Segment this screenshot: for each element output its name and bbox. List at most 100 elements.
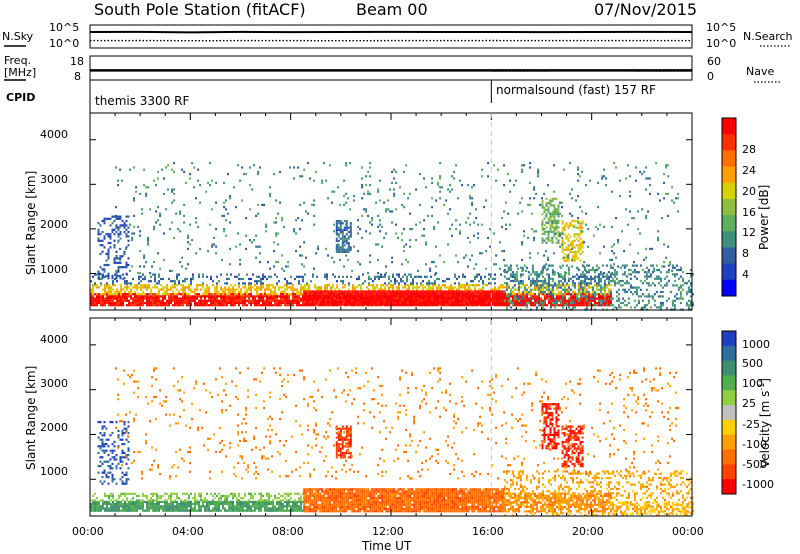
power-cell [101, 219, 104, 223]
power-cell [353, 199, 356, 202]
power-cell [132, 297, 134, 300]
power-cell [492, 288, 494, 291]
power-cell [539, 286, 542, 289]
power-cell [303, 201, 306, 204]
power-cell [440, 286, 442, 289]
power-cell [262, 299, 264, 302]
power-cell [462, 286, 464, 289]
power-cell [493, 303, 496, 306]
power-cell [543, 192, 546, 195]
power-cell [661, 304, 664, 307]
power-cell [214, 304, 216, 307]
power-cell [375, 301, 378, 304]
power-cell [254, 284, 256, 287]
power-cell [575, 233, 578, 236]
power-cell [160, 295, 162, 298]
power-cell [513, 297, 516, 300]
power-cell [369, 221, 372, 224]
power-cell [335, 297, 338, 300]
power-cell [467, 299, 470, 302]
power-cell [500, 284, 502, 287]
power-cell [387, 294, 390, 297]
power-cell [548, 295, 550, 298]
power-cell [589, 301, 592, 305]
power-cell [146, 301, 148, 305]
power-cell [577, 168, 580, 171]
power-cell [210, 275, 212, 278]
power-cell [665, 271, 668, 274]
power-cell [503, 184, 506, 187]
power-cell [507, 299, 510, 302]
power-cell [377, 258, 380, 261]
power-cell [113, 219, 116, 223]
power-cell [544, 301, 546, 305]
power-cell [90, 280, 92, 283]
power-cell [288, 286, 290, 289]
power-cell [419, 290, 422, 293]
power-cell [324, 273, 326, 276]
power-cell [220, 299, 222, 302]
power-cell [244, 282, 246, 285]
power-cell [443, 301, 446, 304]
power-cell [659, 290, 662, 294]
power-cell [427, 303, 430, 306]
power-cell [133, 225, 136, 228]
power-cell [148, 301, 150, 305]
power-cell [123, 226, 126, 229]
power-cell [547, 264, 550, 267]
power-cell [124, 297, 126, 300]
power-cell [116, 299, 118, 302]
power-cell [361, 303, 364, 306]
power-cell [428, 286, 430, 289]
power-cell [647, 271, 650, 274]
power-cell [172, 280, 174, 283]
power-cell [572, 297, 574, 300]
power-cell [229, 247, 232, 250]
power-cell [228, 286, 230, 289]
power-cell [491, 294, 494, 297]
power-cell [459, 230, 462, 233]
power-cell [216, 301, 218, 305]
power-cell [286, 293, 288, 296]
power-cell [395, 292, 398, 295]
power-cell [365, 292, 368, 295]
power-cell [112, 299, 114, 302]
power-cell [469, 303, 472, 306]
power-cell [463, 301, 466, 304]
power-cell [123, 230, 126, 234]
power-cell [629, 273, 632, 276]
power-cell [568, 299, 570, 302]
power-cell [311, 303, 314, 306]
power-cell [637, 271, 640, 274]
power-cell [524, 297, 526, 300]
power-cell [551, 199, 554, 203]
power-cell [560, 292, 562, 296]
power-cell [521, 241, 524, 244]
power-cell [633, 286, 636, 289]
power-cell [142, 277, 144, 281]
power-cell [119, 225, 122, 228]
power-cell [205, 190, 208, 193]
power-cell [513, 273, 516, 276]
power-cell [520, 299, 522, 302]
power-cell [547, 184, 550, 187]
power-cell [387, 301, 390, 304]
power-cell [389, 301, 392, 304]
power-cell [413, 301, 416, 304]
power-cell [365, 208, 368, 211]
power-cell [501, 290, 504, 293]
power-cell [557, 213, 560, 216]
power-cell [119, 255, 122, 258]
power-cell [553, 297, 556, 300]
power-cell [250, 277, 252, 281]
power-cell [606, 293, 608, 296]
power-cell [543, 290, 546, 294]
power-cell [395, 208, 398, 211]
power-cell [543, 206, 546, 209]
power-cell [298, 299, 300, 302]
power-cell [585, 264, 588, 267]
power-cell [599, 284, 602, 287]
power-cell [358, 275, 360, 278]
power-cell [230, 297, 232, 300]
power-cell [500, 273, 502, 276]
